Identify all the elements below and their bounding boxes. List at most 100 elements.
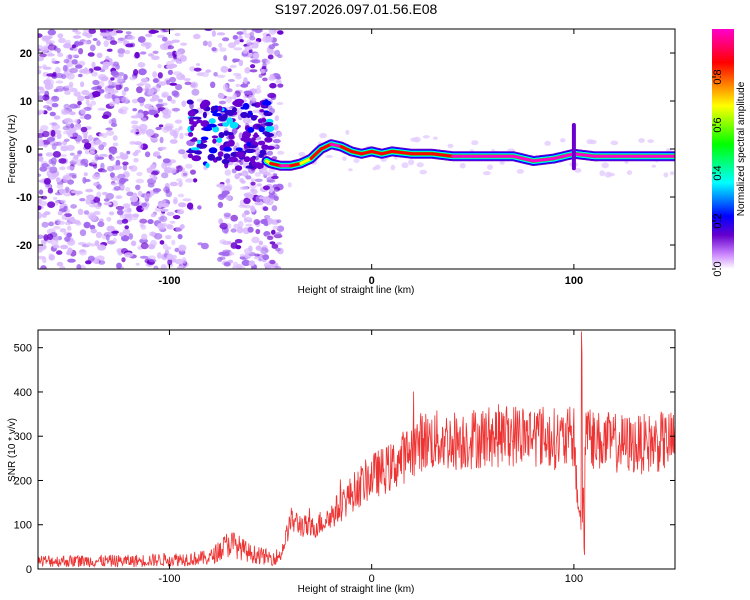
noise-speckle [107,165,115,172]
noise-speckle [253,88,262,94]
cluster-blob [210,105,217,112]
noise-speckle [75,221,82,226]
noise-speckle [128,233,134,240]
cluster-blob [217,151,224,158]
noise-speckle [175,84,183,91]
noise-speckle [137,190,143,197]
noise-speckle [111,230,119,234]
noise-speckle [255,245,262,251]
noise-speckle [269,259,276,265]
noise-speckle [251,59,261,64]
noise-speckle [122,164,128,171]
noise-speckle [100,76,109,82]
noise-speckle [159,136,164,144]
noise-speckle [176,208,185,215]
noise-speckle [91,71,98,77]
noise-speckle [144,151,151,158]
noise-speckle [233,47,243,51]
noise-speckle [39,88,45,94]
y-tick-label: 10 [20,96,32,108]
ridge-halo [325,155,334,158]
cluster-blob [212,126,220,133]
noise-speckle [83,40,92,45]
ridge-halo [669,171,675,176]
cluster-blob [191,155,202,162]
noise-speckle [271,175,279,180]
noise-speckle [147,219,154,225]
noise-speckle [104,93,112,99]
noise-speckle [246,39,252,46]
noise-speckle [268,76,276,81]
cluster-blob [242,131,252,138]
y-tick-label: 0 [26,144,32,156]
noise-speckle [89,96,95,101]
noise-speckle [227,42,236,49]
noise-speckle [78,249,87,256]
noise-speckle [268,168,276,173]
noise-speckle [137,112,144,119]
noise-speckle [250,64,256,69]
cluster-blob [186,99,194,105]
noise-speckle [69,152,75,156]
noise-speckle [151,94,160,101]
noise-speckle [100,29,108,34]
ridge-segment [370,149,384,156]
noise-speckle [127,35,136,40]
ridge-segment [552,154,566,161]
noise-speckle [110,123,118,127]
noise-speckle [100,32,110,37]
noise-speckle [98,144,105,151]
ridge-segment [531,157,556,163]
cluster-blob [188,132,194,137]
noise-speckle [145,33,153,38]
noise-speckle [164,167,173,174]
noise-speckle [202,40,208,47]
noise-speckle [195,63,201,67]
cluster-blob [215,156,222,161]
ridge-halo [422,135,430,139]
noise-speckle [40,47,49,53]
noise-speckle [181,170,189,178]
noise-speckle [72,156,79,163]
noise-speckle [111,117,117,125]
noise-speckle [232,35,239,40]
noise-speckle [103,202,113,206]
noise-speckle [116,155,122,159]
ridge-segment [329,142,343,149]
cluster-blob [188,116,194,124]
cluster-blob [258,126,265,133]
noise-speckle [149,164,156,170]
noise-speckle [240,186,249,190]
noise-speckle [182,152,189,159]
noise-speckle [64,90,71,95]
noise-speckle [172,215,181,220]
noise-speckle [241,213,247,218]
noise-speckle [81,138,90,144]
noise-speckle [213,72,218,77]
x-tick-label: -100 [158,573,180,585]
noise-speckle [137,62,146,68]
noise-speckle [86,242,92,247]
noise-speckle [63,138,70,142]
noise-speckle [85,260,92,265]
noise-speckle [99,153,108,158]
noise-speckle [231,168,237,174]
noise-speckle [178,180,183,188]
noise-speckle [101,191,108,196]
cluster-blob [207,153,216,161]
noise-speckle [93,66,102,71]
cluster-blob [252,134,260,138]
noise-speckle [59,154,68,158]
noise-speckle [224,169,232,176]
noise-speckle [254,178,263,182]
noise-speckle [242,49,248,54]
noise-speckle [185,163,193,169]
noise-speckle [133,157,139,163]
noise-speckle [177,193,185,198]
noise-speckle [96,191,102,198]
noise-speckle [191,88,200,96]
noise-speckle [140,242,149,250]
noise-speckle [139,218,148,224]
noise-speckle [222,37,230,42]
noise-speckle [108,211,115,216]
